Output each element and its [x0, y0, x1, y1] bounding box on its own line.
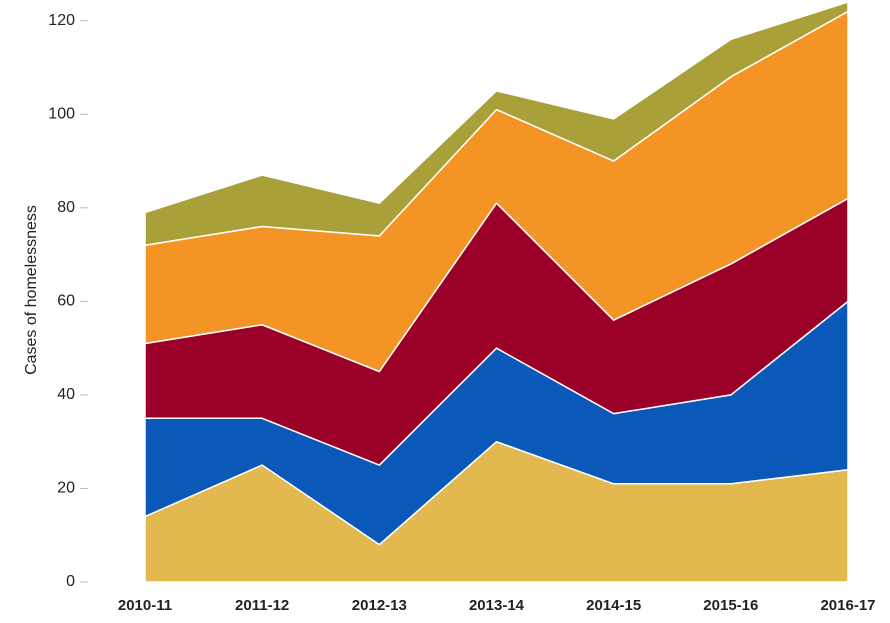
y-tick-label: 0	[66, 573, 75, 590]
y-axis-label: Cases of homelessness	[23, 205, 40, 375]
x-tick-label: 2010-11	[118, 597, 172, 614]
y-tick-label: 20	[57, 480, 75, 497]
x-tick-label: 2012-13	[352, 597, 407, 614]
x-tick-label: 2011-12	[235, 597, 289, 614]
y-tick-label: 40	[57, 386, 75, 403]
y-tick-label: 100	[48, 105, 75, 122]
y-tick-label: 80	[57, 199, 75, 216]
x-tick-label: 2016-17	[820, 597, 875, 614]
x-tick-label: 2015-16	[703, 597, 758, 614]
x-tick-label: 2014-15	[586, 597, 641, 614]
x-tick-label: 2013-14	[469, 597, 525, 614]
area	[144, 1, 849, 246]
y-tick-label: 120	[48, 12, 75, 29]
y-tick-label: 60	[57, 293, 75, 310]
